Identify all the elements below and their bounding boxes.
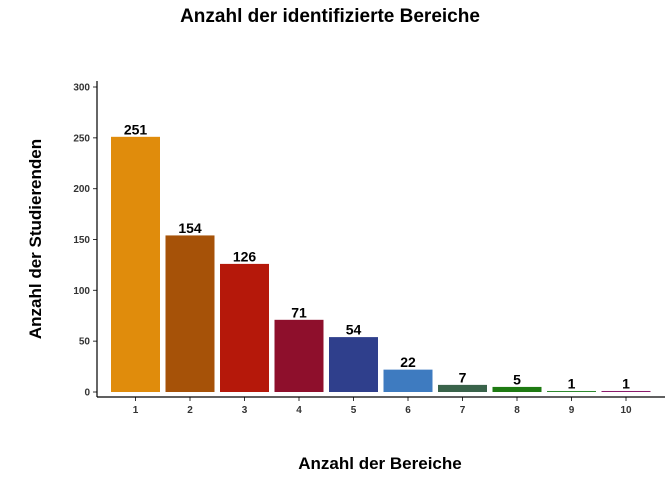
x-tick-label: 3 bbox=[242, 405, 248, 416]
bar-7 bbox=[438, 384, 487, 392]
chart-title: Anzahl der identifizierte Bereiche bbox=[180, 6, 480, 27]
data-label-2: 154 bbox=[178, 220, 202, 236]
data-label-3: 126 bbox=[233, 248, 257, 264]
x-axis-ticks: 1 2 3 4 5 6 7 8 9 10 bbox=[133, 397, 632, 416]
y-tick-label: 150 bbox=[73, 235, 90, 246]
y-tick-label: 200 bbox=[73, 184, 90, 195]
x-tick-label: 9 bbox=[569, 405, 575, 416]
data-label-5: 54 bbox=[346, 322, 362, 338]
bar-4 bbox=[274, 319, 324, 392]
data-label-1: 251 bbox=[124, 121, 148, 137]
x-tick-label: 8 bbox=[514, 405, 520, 416]
data-label-7: 7 bbox=[459, 369, 467, 385]
data-label-4: 71 bbox=[291, 304, 307, 320]
x-tick-label: 4 bbox=[296, 405, 302, 416]
bar-6 bbox=[383, 369, 433, 392]
bars-group bbox=[111, 136, 651, 392]
data-label-8: 5 bbox=[513, 371, 521, 387]
bar-9 bbox=[547, 390, 596, 392]
x-tick-label: 6 bbox=[405, 405, 411, 416]
x-axis-title: Anzahl der Bereiche bbox=[298, 454, 461, 473]
bar-1 bbox=[111, 136, 160, 392]
x-tick-label: 2 bbox=[187, 405, 193, 416]
bar-10 bbox=[601, 390, 651, 392]
bar-8 bbox=[492, 386, 542, 392]
y-axis-title: Anzahl der Studierenden bbox=[26, 139, 45, 339]
bar-3 bbox=[220, 263, 269, 392]
x-tick-label: 1 bbox=[133, 405, 139, 416]
bar-2 bbox=[165, 235, 215, 392]
y-tick-label: 250 bbox=[73, 133, 90, 144]
y-tick-label: 0 bbox=[84, 388, 90, 399]
data-labels-group: 251 154 126 71 54 22 7 5 1 1 bbox=[124, 121, 630, 391]
x-tick-label: 10 bbox=[620, 405, 632, 416]
data-label-9: 1 bbox=[568, 375, 576, 391]
y-tick-label: 100 bbox=[73, 286, 90, 297]
y-tick-label: 50 bbox=[79, 337, 91, 348]
data-label-10: 1 bbox=[622, 375, 630, 391]
data-label-6: 22 bbox=[400, 354, 416, 370]
bar-5 bbox=[329, 337, 378, 392]
y-axis-ticks: 0 50 100 150 200 250 300 bbox=[73, 83, 97, 399]
x-tick-label: 7 bbox=[460, 405, 466, 416]
y-tick-label: 300 bbox=[73, 83, 90, 94]
x-tick-label: 5 bbox=[351, 405, 357, 416]
